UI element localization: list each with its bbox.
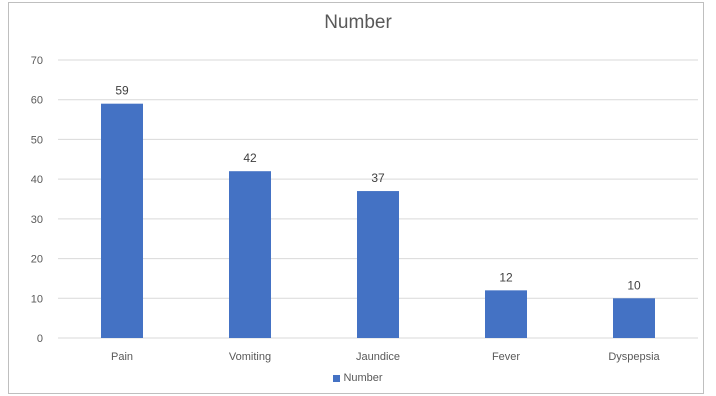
y-tick-label: 70 <box>31 55 43 67</box>
x-tick-label: Dyspepsia <box>608 351 660 363</box>
bar <box>101 103 143 338</box>
x-axis-ticks: Pain Vomiting Jaundice Fever Dyspepsia <box>111 351 661 363</box>
x-tick-label: Fever <box>492 351 520 363</box>
x-tick-label: Pain <box>111 351 133 363</box>
x-tick-label: Jaundice <box>356 351 400 363</box>
y-tick-label: 10 <box>31 293 43 305</box>
data-label: 59 <box>115 84 129 98</box>
chart-title: Number <box>324 12 392 33</box>
legend-swatch <box>333 374 341 382</box>
y-tick-label: 20 <box>31 254 43 266</box>
y-tick-label: 60 <box>31 95 43 107</box>
data-label: 42 <box>243 151 257 165</box>
data-label: 37 <box>371 171 385 185</box>
legend-label: Number <box>343 372 383 385</box>
y-tick-label: 40 <box>31 174 43 186</box>
bar <box>357 191 399 338</box>
y-tick-label: 0 <box>37 333 43 345</box>
legend: Number <box>0 372 716 384</box>
data-labels: 59 42 37 12 10 <box>115 84 641 293</box>
bar <box>485 290 527 338</box>
bars <box>101 103 655 338</box>
x-tick-label: Vomiting <box>229 351 271 363</box>
y-tick-label: 30 <box>31 214 43 226</box>
bar <box>229 171 271 338</box>
data-label: 10 <box>627 278 641 292</box>
data-label: 12 <box>499 270 513 284</box>
y-tick-label: 50 <box>31 134 43 146</box>
y-axis-ticks: 0 10 20 30 40 50 60 70 <box>31 55 43 345</box>
bar <box>613 298 655 338</box>
